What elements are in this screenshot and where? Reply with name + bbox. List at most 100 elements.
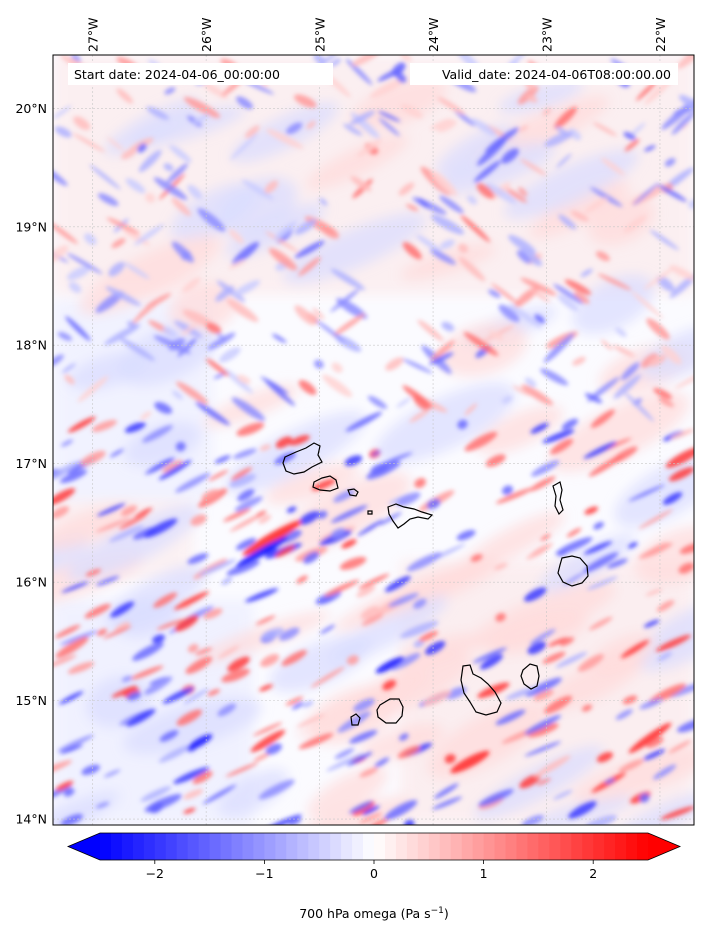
omega-wash-cell [635, 526, 694, 585]
omega-streak [402, 385, 433, 409]
omega-streak [366, 461, 401, 480]
omega-streak [259, 444, 271, 451]
omega-streak [166, 163, 189, 184]
omega-streak [294, 305, 316, 326]
omega-streak [53, 105, 72, 119]
omega-streak [524, 714, 562, 735]
omega-streak [228, 229, 244, 244]
omega-streak [65, 316, 91, 341]
island-razo [367, 510, 373, 515]
omega-streak [441, 321, 455, 332]
omega-streak [96, 628, 108, 636]
omega-streak [297, 713, 326, 728]
omega-streak [597, 273, 632, 291]
omega-streak [512, 385, 531, 396]
omega-wash-cell [231, 102, 339, 163]
omega-streak [207, 332, 236, 350]
island-brava [350, 713, 361, 726]
colorbar-segment [417, 833, 430, 860]
omega-streak [658, 397, 674, 407]
colorbar-segment [428, 833, 441, 860]
omega-streak [508, 303, 542, 329]
omega-streak [289, 435, 310, 446]
omega-streak [586, 576, 618, 591]
omega-streak [341, 539, 357, 549]
omega-streak [439, 195, 464, 214]
omega-streak [119, 337, 156, 361]
omega-streak [174, 615, 199, 632]
omega-streak [664, 158, 676, 167]
omega-streak [322, 374, 353, 398]
omega-streak [585, 393, 603, 404]
omega-streak [540, 534, 551, 541]
omega-streak [190, 514, 207, 526]
omega-streak [553, 790, 573, 800]
omega-streak [80, 450, 106, 466]
omega-streak [259, 684, 273, 692]
omega-streak [470, 554, 483, 562]
omega-streak [505, 188, 528, 203]
omega-streak [417, 198, 430, 208]
omega-streak [130, 307, 150, 326]
colorbar-segment [483, 833, 496, 860]
omega-streak [205, 322, 222, 334]
omega-streak [182, 309, 213, 327]
omega-streak [232, 448, 257, 459]
colorbar-segment [286, 833, 298, 860]
omega-streak [183, 788, 204, 800]
omega-streak [377, 66, 405, 82]
omega-streak [265, 743, 282, 755]
omega-streak [261, 627, 284, 641]
omega-streak [192, 771, 213, 785]
omega-streak [311, 479, 336, 491]
omega-streak [566, 527, 582, 538]
omega-streak [91, 419, 117, 432]
omega-streak [653, 388, 673, 400]
omega-streak [214, 455, 231, 464]
omega-streak [558, 214, 577, 230]
omega-streak [542, 429, 575, 444]
omega-streak [572, 356, 586, 366]
colorbar-segment [626, 833, 638, 860]
omega-streak [67, 416, 96, 433]
omega-streak [536, 778, 551, 786]
omega-streak [217, 703, 237, 717]
omega-streak [255, 615, 276, 626]
omega-wash-cell [548, 392, 689, 472]
omega-streak [643, 619, 660, 628]
omega-streak [237, 488, 255, 502]
omega-streak [678, 562, 694, 574]
omega-streak [223, 368, 253, 394]
omega-streak [382, 679, 397, 691]
colorbar-label: 700 hPa omega (Pa s−1) [299, 906, 449, 921]
colorbar-segment [154, 833, 167, 860]
omega-streak [436, 119, 457, 133]
omega-wash-cell [350, 78, 447, 131]
omega-streak [127, 320, 138, 330]
omega-streak [183, 807, 196, 814]
colorbar-segment [395, 833, 408, 860]
omega-streak [524, 741, 562, 757]
omega-streak [505, 686, 536, 700]
colorbar-segment [198, 833, 211, 860]
longitude-tick-label: 22°W [653, 17, 668, 52]
omega-streak [217, 645, 240, 659]
omega-streak [96, 503, 126, 517]
omega-streak [488, 330, 504, 341]
omega-streak [529, 628, 556, 645]
omega-streak [613, 374, 641, 399]
omega-streak [400, 103, 423, 119]
omega-streak [61, 363, 76, 374]
omega-streak [491, 283, 523, 308]
omega-streak [63, 788, 75, 797]
omega-streak [583, 541, 613, 555]
omega-streak [530, 422, 549, 434]
island-santa-luzia [347, 488, 359, 497]
omega-streak [182, 277, 201, 293]
omega-streak [192, 113, 210, 124]
omega-streak [172, 390, 183, 400]
omega-streak [145, 293, 172, 309]
colorbar-segment [560, 833, 572, 860]
omega-streak [158, 744, 191, 763]
omega-streak [527, 723, 559, 738]
